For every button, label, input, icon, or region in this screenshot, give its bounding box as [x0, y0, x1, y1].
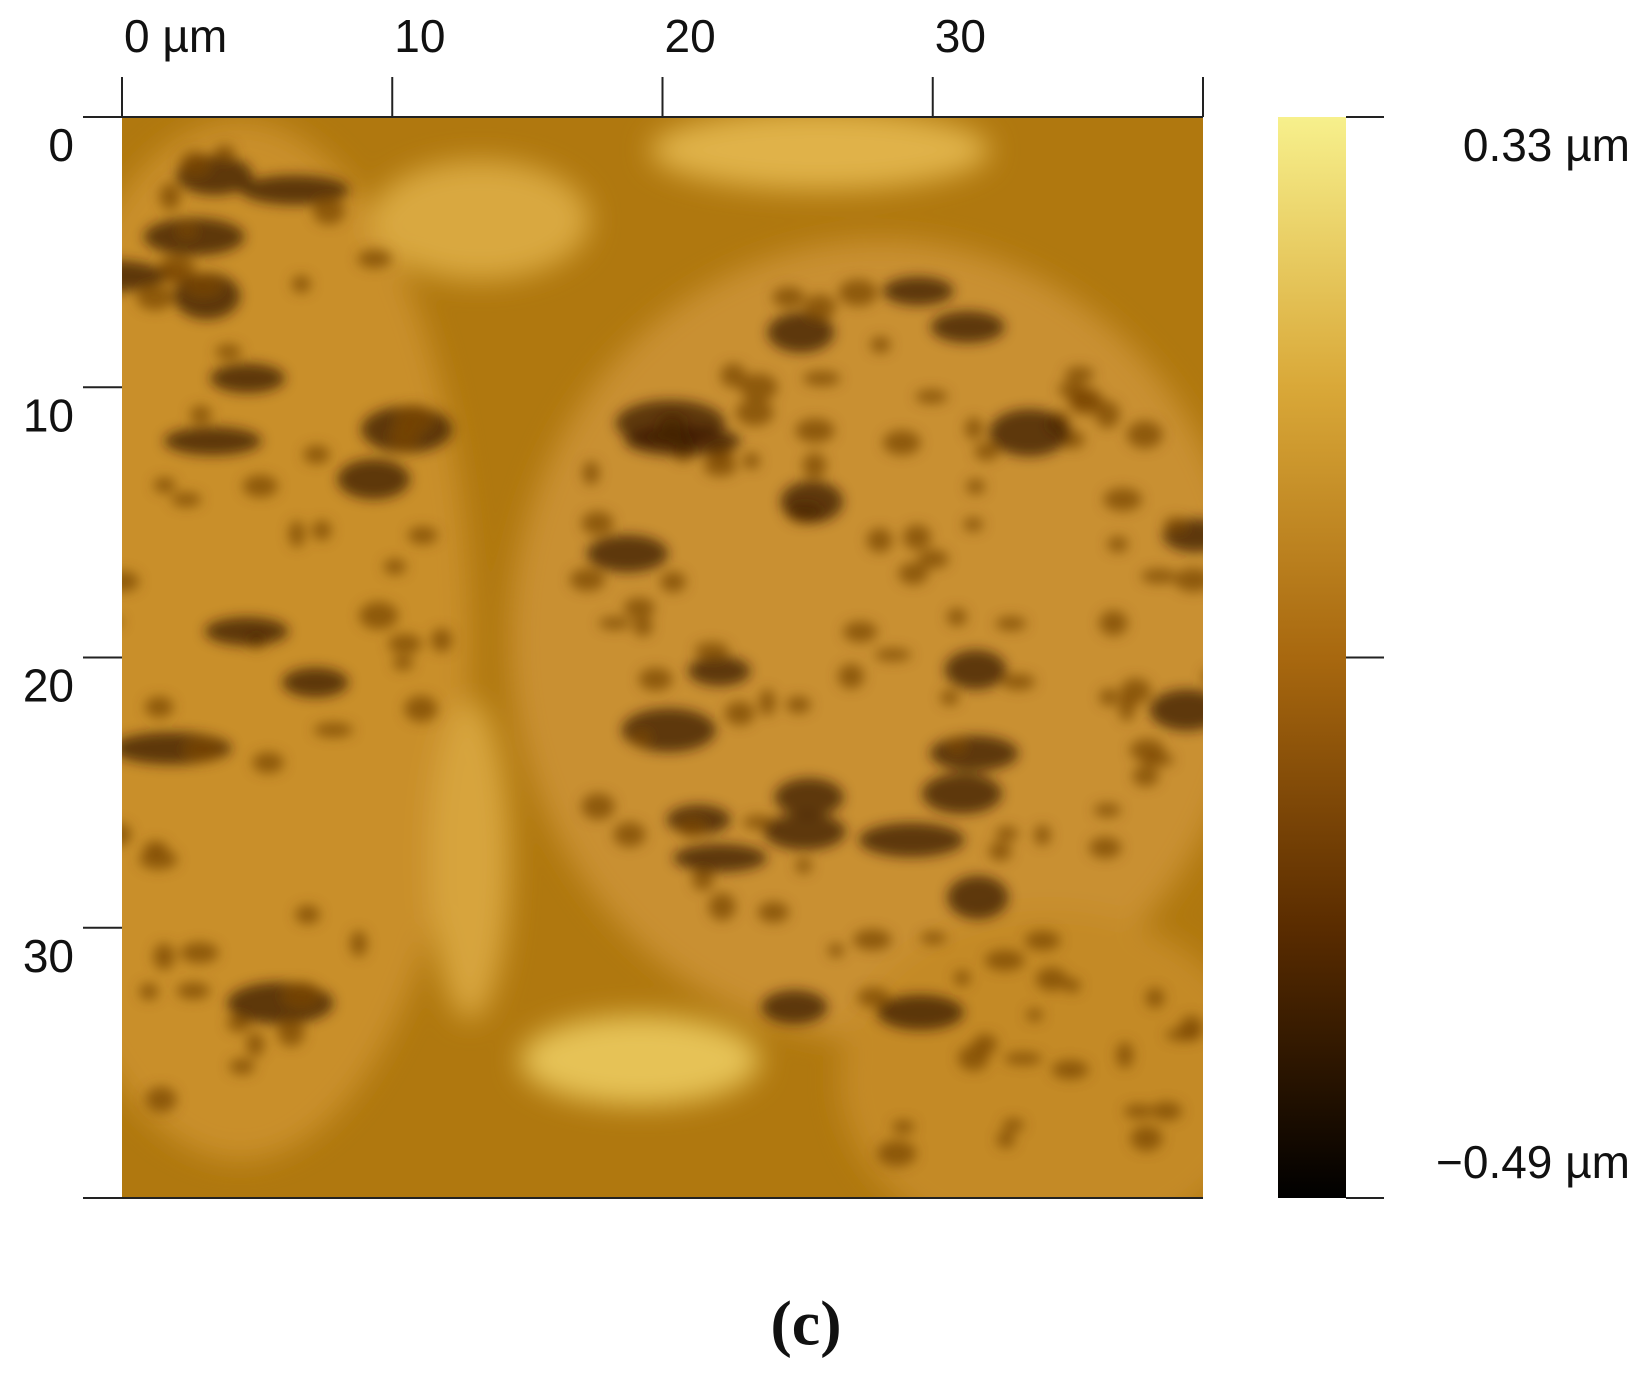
- x-tick-label: 20: [665, 10, 716, 62]
- x-tick-label: 10: [394, 10, 445, 62]
- y-tick-label: 0: [48, 119, 74, 171]
- y-tick-label: 30: [23, 930, 74, 982]
- colorbar-label: 0.33 µm: [1463, 119, 1630, 171]
- colorbar: [1278, 117, 1346, 1198]
- y-tick-label: 10: [23, 389, 74, 441]
- colorbar-label: −0.49 µm: [1436, 1136, 1630, 1188]
- caption: (c): [770, 1288, 841, 1359]
- x-tick-label: 30: [935, 10, 986, 62]
- y-tick-label: 20: [23, 660, 74, 712]
- x-tick-label: 0 µm: [124, 10, 227, 62]
- afm-image: [122, 117, 1203, 1198]
